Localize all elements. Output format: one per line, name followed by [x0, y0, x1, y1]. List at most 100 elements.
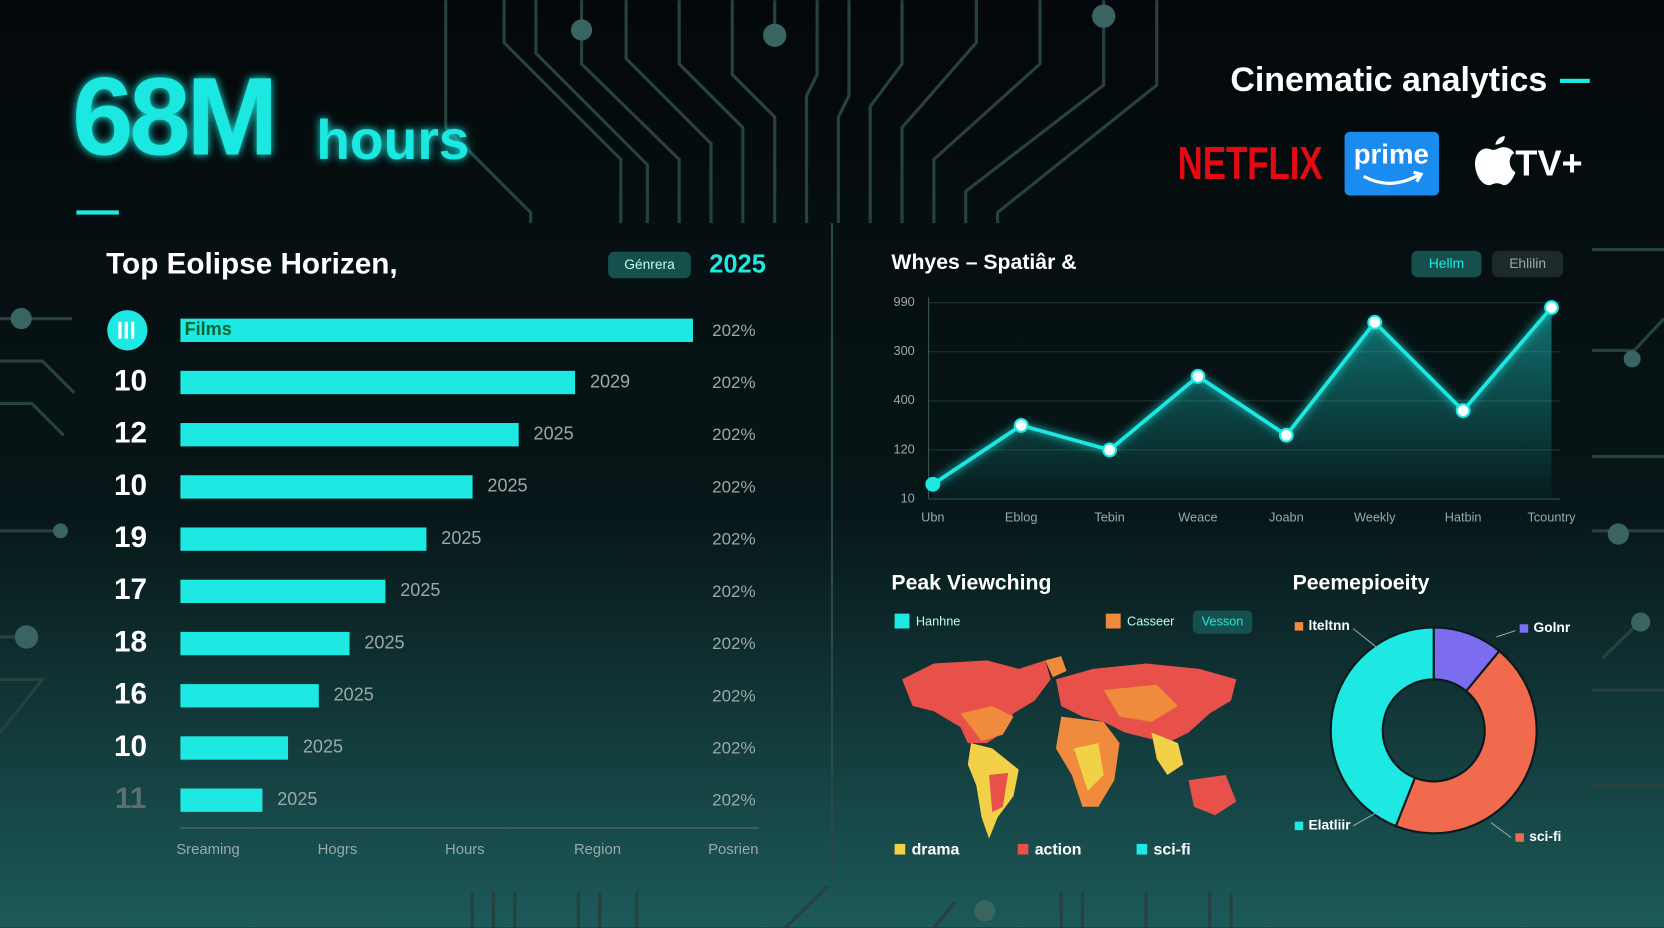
row-label: 10	[114, 469, 147, 502]
x-tick-label: Eblog	[1005, 509, 1038, 524]
x-tick-label: Joabn	[1269, 509, 1304, 524]
area	[932, 307, 1552, 500]
legend-swatch	[894, 843, 906, 855]
bar-label: 2025	[400, 580, 440, 600]
accent-dash	[76, 210, 119, 215]
apple-logo	[1475, 136, 1516, 186]
bar	[180, 527, 427, 551]
bar-label: 2025	[487, 476, 527, 496]
bar	[180, 475, 473, 499]
toggle-button[interactable]	[1492, 250, 1564, 278]
chip-label: Vesson	[1202, 613, 1244, 628]
row-percent: 202%	[712, 477, 755, 496]
bar	[180, 318, 693, 342]
north-america	[902, 660, 1051, 744]
chart-title: Peemepioeity	[1293, 572, 1430, 595]
prime-logo: prime	[1354, 139, 1429, 170]
x-tick-label: Weace	[1178, 509, 1217, 524]
row-percent: 202%	[712, 739, 755, 758]
trace	[444, 0, 533, 224]
trace-node	[14, 625, 39, 649]
trace	[836, 0, 851, 224]
legend-label: lteltnn	[1308, 618, 1349, 633]
toggle-label[interactable]: Ehlilin	[1509, 256, 1546, 271]
bar	[180, 631, 350, 656]
bar	[180, 736, 289, 760]
toggle-label[interactable]: Hellm	[1429, 256, 1464, 271]
trace-node	[763, 23, 787, 47]
trace	[995, 0, 1159, 224]
header: 68M hours Cinematic analytics NETFLIX pr…	[72, 56, 1590, 215]
y-tick-label: 120	[894, 441, 915, 456]
trace	[624, 0, 713, 224]
bar	[180, 579, 386, 604]
row-label: 11	[115, 782, 146, 815]
point	[1367, 314, 1383, 330]
x-tick-label: Ubn	[921, 509, 944, 524]
row-percent: 202%	[712, 425, 755, 444]
row-icon-glyph	[118, 321, 135, 339]
year: 2025	[709, 250, 766, 278]
trace-node	[1623, 350, 1641, 368]
legend-label: action	[1035, 841, 1082, 858]
world-map	[902, 656, 1237, 839]
bar	[180, 684, 319, 708]
legend-swatch	[1017, 843, 1029, 855]
badge-label: Génrera	[624, 257, 675, 272]
donut-segment	[1329, 626, 1435, 828]
bar	[180, 423, 519, 447]
x-label: Posrien	[708, 842, 758, 858]
row-label: 12	[114, 417, 147, 450]
trace	[534, 0, 649, 224]
chart-title: Top Eolipse Horizen,	[106, 247, 398, 280]
legend-label: sci-fi	[1529, 829, 1561, 844]
legend-swatch	[1294, 821, 1304, 831]
legend-label: Elatliir	[1308, 818, 1351, 833]
trace-node	[1631, 612, 1651, 632]
point	[1455, 403, 1471, 419]
north-america-region	[960, 705, 1014, 741]
leader-line	[1352, 811, 1378, 827]
headline: 68M	[72, 56, 274, 179]
legend-swatch	[1515, 833, 1524, 842]
chip-swatch	[1105, 613, 1121, 629]
bar	[180, 788, 263, 812]
row-percent: 202%	[712, 686, 755, 705]
legend-label: sci-fi	[1154, 841, 1191, 858]
trace	[470, 885, 1233, 928]
chip-swatch	[894, 613, 910, 629]
bar-label: 2025	[534, 423, 574, 443]
trace	[730, 0, 777, 224]
bar-label: 2025	[441, 528, 481, 548]
trace-node	[10, 308, 32, 330]
row-label: 10	[114, 364, 147, 397]
point	[1190, 368, 1206, 384]
x-tick-label: Weekly	[1354, 509, 1396, 524]
x-tick-label: Tcountry	[1527, 509, 1576, 524]
row-label: 18	[114, 625, 147, 658]
trace	[964, 0, 1106, 224]
tv-logo: TV+	[1515, 142, 1582, 183]
bar	[180, 370, 576, 395]
trace-node	[1607, 523, 1629, 545]
row-percent: 202%	[712, 373, 755, 392]
x-tick-label: Hatbin	[1445, 509, 1482, 524]
trace-node	[974, 900, 996, 922]
trace	[502, 0, 623, 224]
toggle-button[interactable]	[1411, 250, 1482, 278]
row-label: 17	[114, 573, 147, 606]
leader-line	[1490, 822, 1512, 838]
brand: Cinematic analytics	[1230, 61, 1547, 99]
trace	[932, 0, 1042, 224]
bar-label: 2025	[303, 737, 343, 757]
x-label: Region	[574, 842, 621, 858]
donut-segment	[1394, 649, 1538, 835]
leader-line	[1352, 628, 1380, 651]
trace-node	[53, 523, 68, 539]
trace	[900, 0, 978, 224]
chip-label: Casseer	[1127, 613, 1175, 628]
africa-region	[1073, 743, 1104, 791]
trace	[677, 0, 745, 224]
